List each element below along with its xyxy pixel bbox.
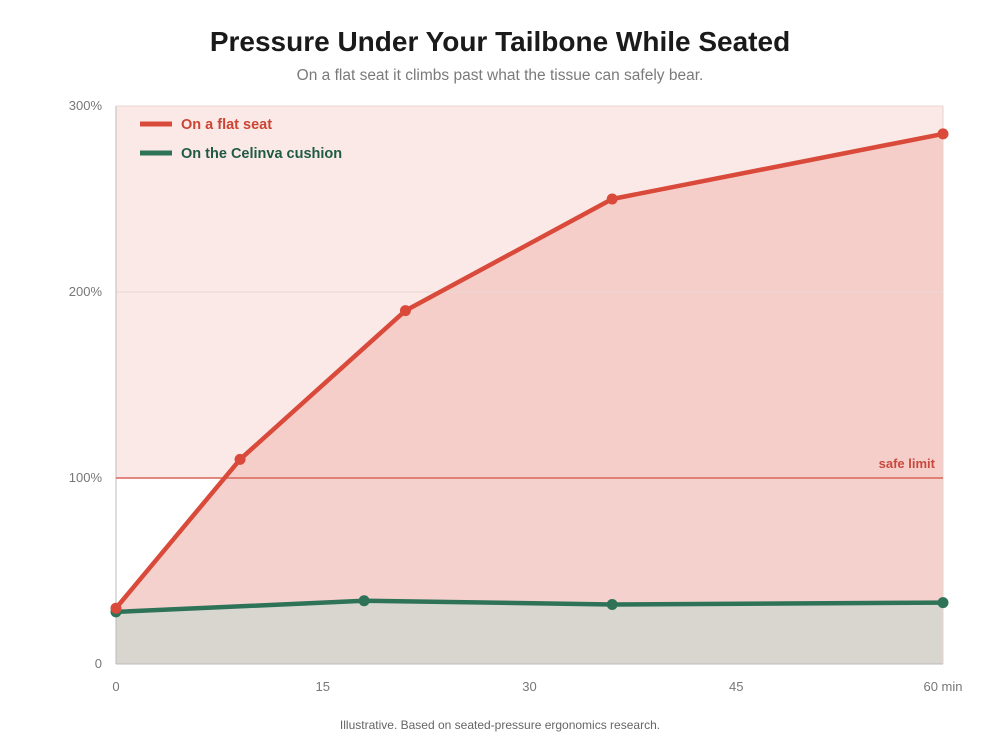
y-tick-label: 0 — [95, 656, 102, 671]
x-tick-label: 15 — [316, 679, 330, 694]
flat-seat-point — [606, 193, 618, 205]
chart-subtitle: On a flat seat it climbs past what the t… — [296, 67, 704, 84]
chart-title: Pressure Under Your Tailbone While Seate… — [209, 26, 791, 57]
flat-seat-point — [234, 453, 246, 465]
legend-label-flat-seat: On a flat seat — [181, 117, 272, 133]
cushion-point — [606, 598, 618, 610]
y-tick-label: 100% — [69, 470, 103, 485]
flat-seat-area — [116, 133, 943, 612]
cushion-area — [116, 600, 943, 664]
cushion-point — [937, 597, 949, 609]
legend-label-cushion: On the Celinva cushion — [181, 146, 342, 162]
chart-footnote: Illustrative. Based on seated-pressure e… — [339, 718, 661, 732]
safe-limit-label: safe limit — [879, 456, 936, 471]
x-tick-label: 0 — [112, 679, 119, 694]
x-tick-label: 60 min — [923, 679, 962, 694]
flat-seat-point — [937, 128, 949, 140]
flat-seat-point — [399, 305, 411, 317]
y-tick-label: 300% — [69, 98, 103, 113]
y-tick-label: 200% — [69, 284, 103, 299]
flat-seat-point — [110, 602, 122, 614]
x-tick-label: 30 — [522, 679, 536, 694]
cushion-line — [113, 598, 946, 615]
x-tick-label: 45 — [729, 679, 743, 694]
cushion-point — [358, 595, 370, 607]
